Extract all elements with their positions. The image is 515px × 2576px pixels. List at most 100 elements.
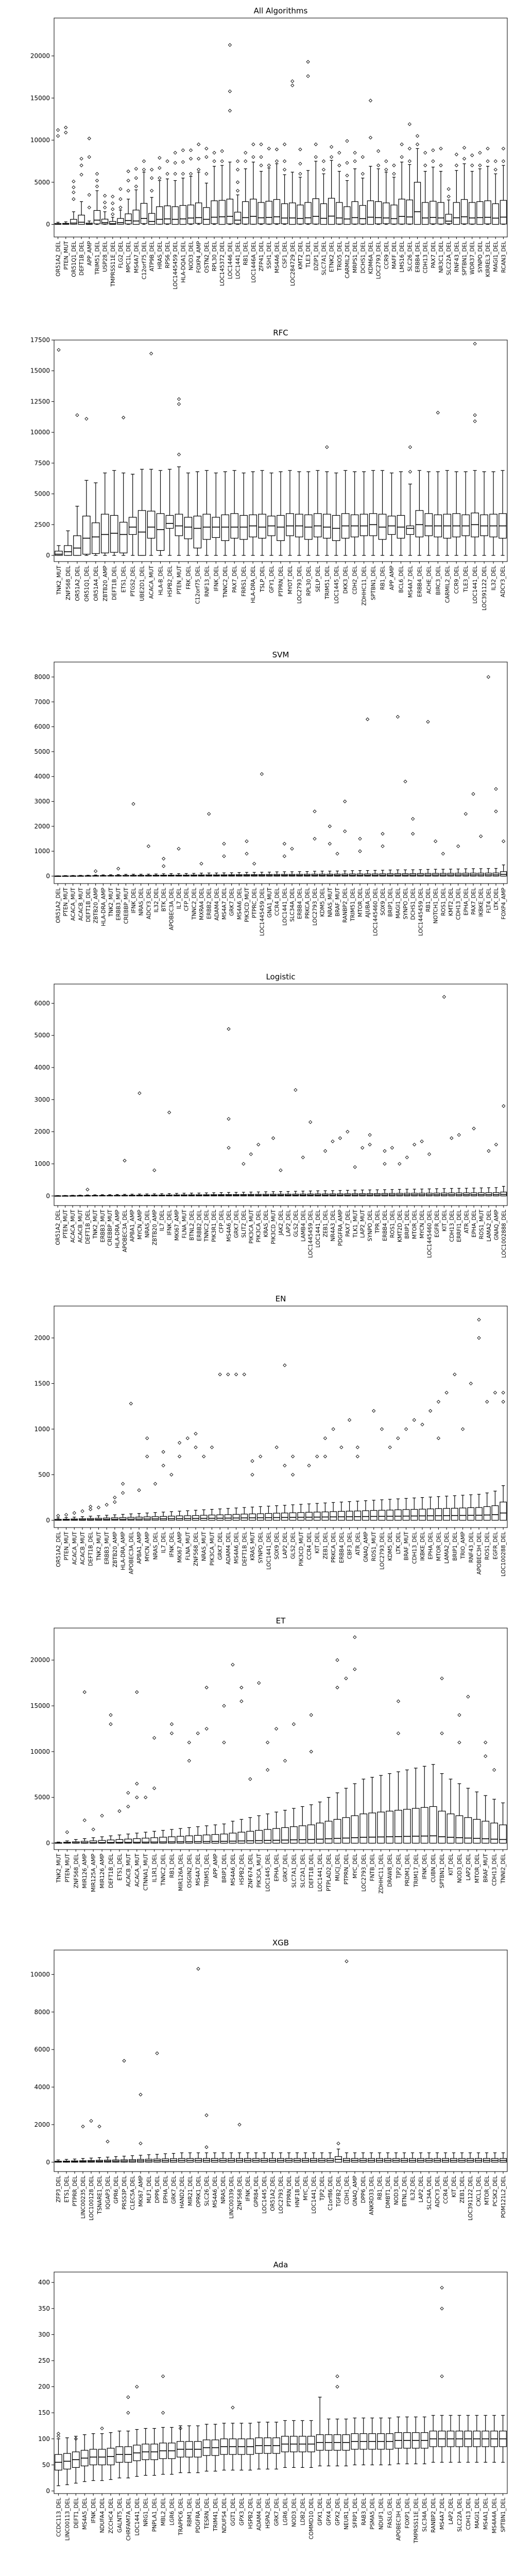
y-tick-label: 1000 — [34, 1426, 50, 1433]
outlier-point — [248, 1777, 252, 1781]
x-tick-label: SPTBN1_DEL — [439, 1854, 445, 1888]
outlier-point — [355, 1445, 359, 1449]
x-tick-label: DPP6_DEL — [154, 2176, 161, 2203]
outlier-point — [405, 1155, 409, 1160]
box — [336, 202, 343, 225]
x-tick-label: SPTBN1_DEL — [371, 566, 377, 600]
x-tick-label: ERBB2_DEL — [207, 888, 213, 919]
y-tick-label: 0 — [46, 873, 50, 880]
x-tick-label: KMT2_DEL — [448, 888, 454, 916]
box — [128, 517, 137, 535]
outlier-point — [493, 1391, 497, 1395]
x-tick-label: CDH13_DEL — [466, 2498, 472, 2530]
outlier-point — [177, 402, 181, 406]
outlier-point — [91, 1827, 95, 1832]
box — [411, 1808, 420, 1844]
x-tick-label: DEFT1B_DEL — [79, 241, 85, 276]
box — [491, 1505, 499, 1521]
outlier-point — [282, 142, 287, 146]
x-tick-label: LAP2_DEL — [418, 2176, 424, 2202]
x-tick-label: BRAF_MUT — [404, 1531, 410, 1560]
x-tick-label: DRAW8_DEL — [387, 1854, 393, 1887]
x-tick-label: NRAS_DEL — [139, 888, 145, 916]
box — [221, 514, 230, 541]
x-tick-label: OPRK1_DEL — [196, 2176, 202, 2207]
x-tick-label: KMT2D_DEL — [397, 1210, 403, 1242]
x-tick-label: MAFF_DEL — [391, 241, 398, 269]
x-tick-label: IFNK_DEL — [131, 888, 137, 913]
x-tick-label: PTEN_MUT — [64, 1853, 71, 1882]
y-tick-label: 400 — [38, 2279, 50, 2286]
outlier-point — [404, 1427, 408, 1431]
box — [119, 521, 128, 553]
box — [216, 1514, 224, 1521]
x-tick-label: TLE3_DEL — [463, 566, 469, 593]
x-tick-label: SLC22A_DEL — [457, 2498, 463, 2532]
y-tick-label: 6000 — [34, 2046, 50, 2053]
x-tick-label: TMPRSS11E_DEL — [413, 2498, 419, 2544]
box — [426, 1509, 434, 1521]
x-tick-label: DEFT1B_DEL — [108, 1854, 114, 1888]
outlier-point — [335, 1658, 339, 1662]
x-tick-label: MAGI1_DEL — [493, 241, 499, 272]
outlier-point — [434, 839, 438, 843]
outlier-point — [457, 1133, 461, 1137]
box — [359, 514, 368, 536]
outlier-point — [420, 1422, 424, 1427]
outlier-point — [283, 1759, 287, 1763]
x-tick-label: RPL30_DEL — [306, 566, 312, 596]
outlier-point — [197, 157, 201, 161]
x-tick-label: EGFR_DEL — [492, 1532, 499, 1560]
box — [242, 201, 249, 225]
outlier-point — [329, 145, 334, 149]
box — [290, 1826, 298, 1844]
outlier-point — [109, 1722, 113, 1726]
outlier-point — [267, 146, 271, 151]
outlier-point — [355, 1454, 359, 1459]
box — [362, 1510, 369, 1521]
x-tick-label: MYC_DEL — [352, 1854, 358, 1878]
x-tick-label: LDB2_DEL — [300, 2498, 306, 2526]
y-tick-label: 8000 — [34, 2008, 50, 2015]
outlier-point — [196, 1967, 200, 1971]
x-tick-label: ZEB1_DEL — [459, 2176, 466, 2204]
x-tick-label: TNNC2_DEL — [204, 1210, 210, 1242]
x-tick-label: LOC2793_DEL — [361, 1854, 367, 1892]
box — [490, 1822, 498, 1844]
chart-title: EN — [276, 1294, 286, 1303]
x-tick-label: ADCY3_DEL — [500, 566, 506, 597]
y-tick-label: 5000 — [34, 748, 50, 755]
box — [281, 1827, 289, 1844]
outlier-point — [95, 184, 99, 189]
outlier-point — [257, 1681, 261, 1685]
box — [98, 1840, 106, 1844]
y-tick-label: 500 — [38, 1471, 50, 1478]
x-tick-label: HLA-DRA_AMP — [121, 1532, 127, 1570]
box — [374, 201, 382, 225]
x-tick-label: IL32_DEL — [410, 2176, 416, 2200]
x-tick-label: PAX7_DEL — [431, 241, 437, 268]
x-tick-label: ROS1_DEL — [389, 1210, 396, 1238]
outlier-point — [207, 812, 211, 816]
outlier-point — [259, 1454, 263, 1459]
x-tick-label: GPR6_DEL — [113, 2176, 119, 2204]
x-tick-label: LOC2793_DEL — [278, 2176, 284, 2214]
x-tick-label: ZNF674_DEL — [248, 1854, 254, 1888]
y-tick-label: 3000 — [34, 798, 50, 805]
box — [473, 1819, 481, 1844]
box — [241, 1514, 248, 1521]
box — [328, 198, 335, 225]
outlier-point — [126, 178, 130, 183]
x-tick-label: ZNF568_DEL — [73, 1854, 79, 1888]
outlier-point — [323, 1149, 328, 1153]
outlier-point — [366, 717, 370, 721]
x-tick-label: PTEN_MUT — [63, 241, 70, 269]
outlier-point — [242, 1372, 246, 1377]
outlier-point — [392, 172, 396, 176]
outlier-point — [339, 1445, 344, 1449]
x-tick-label: KRAS_DEL — [263, 1210, 269, 1238]
outlier-point — [95, 172, 99, 176]
outlier-point — [376, 149, 381, 153]
